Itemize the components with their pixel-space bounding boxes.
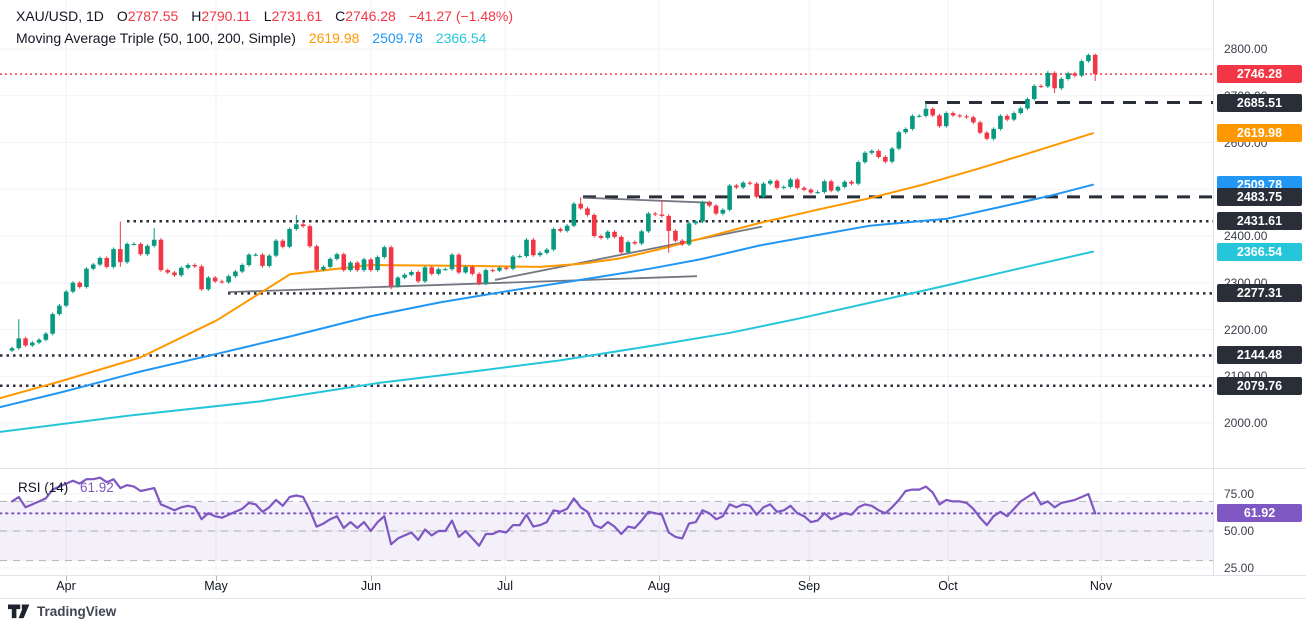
price-badge-2431.61: 2431.61 xyxy=(1217,212,1302,231)
rsi-indicator-title: RSI (14) xyxy=(18,480,69,495)
price-scale-label-2800.00: 2800.00 xyxy=(1224,42,1268,56)
time-axis-label-Nov: Nov xyxy=(1089,579,1113,593)
ma200-value: 2366.54 xyxy=(435,30,487,46)
time-axis-label-Aug: Aug xyxy=(647,579,671,593)
time-axis-label-May: May xyxy=(204,579,228,593)
change-value: −41.27 (−1.48%) xyxy=(408,8,514,24)
time-axis-tick-Jun xyxy=(371,576,372,581)
ma100-value: 2509.78 xyxy=(372,30,423,46)
price-badge-2685.51: 2685.51 xyxy=(1217,93,1302,112)
legend: XAU/USD, 1D O2787.55 H2790.11 L2731.61 C… xyxy=(16,5,513,49)
rsi-legend: RSI (14) 61.92 xyxy=(18,480,114,495)
trendline-1 xyxy=(227,275,698,293)
level-lines xyxy=(0,73,1213,387)
time-axis-tick-Jul xyxy=(505,576,506,581)
ma100-line xyxy=(0,183,1094,409)
tradingview-logo[interactable]: TradingView xyxy=(8,602,116,621)
rsi-badge: 61.92 xyxy=(1217,504,1302,523)
price-scale-label-2400.00: 2400.00 xyxy=(1224,229,1268,243)
rsi-line xyxy=(10,476,1097,547)
ma-indicator-title: Moving Average Triple (50, 100, 200, Sim… xyxy=(16,30,296,46)
time-axis-label-Sep: Sep xyxy=(797,579,821,593)
open-label: O xyxy=(116,8,128,24)
ma50-line xyxy=(0,132,1094,400)
trendline-3 xyxy=(582,196,713,204)
price-badge-2144.48: 2144.48 xyxy=(1217,346,1302,365)
rsi-scale-label-25.00: 25.00 xyxy=(1224,561,1255,575)
pane-separator[interactable] xyxy=(0,468,1306,469)
symbol-title: XAU/USD, 1D xyxy=(16,8,104,24)
open-value: 2787.55 xyxy=(127,8,179,24)
symbol-row: XAU/USD, 1D O2787.55 H2790.11 L2731.61 C… xyxy=(16,5,513,27)
price-badge-2277.31: 2277.31 xyxy=(1217,284,1302,303)
price-badge-2746.28: 2746.28 xyxy=(1217,65,1302,84)
candles-layer xyxy=(9,53,1098,353)
gridlines xyxy=(0,0,1213,575)
ma200-line xyxy=(0,250,1094,433)
time-axis[interactable]: Apr May Jun Jul Aug Sep Oct Nov xyxy=(0,575,1306,599)
price-scale-label-2200.00: 2200.00 xyxy=(1224,322,1268,337)
rsi-value: 61.92 xyxy=(80,480,114,495)
price-chart-canvas[interactable] xyxy=(0,0,1213,575)
time-axis-label-Jul: Jul xyxy=(497,579,513,593)
rsi-pane xyxy=(0,476,1213,562)
time-axis-tick-Oct xyxy=(948,576,949,581)
ma-indicator-row: Moving Average Triple (50, 100, 200, Sim… xyxy=(16,27,513,49)
price-badge-2366.54: 2366.54 xyxy=(1217,242,1302,261)
rsi-scale-label-50.00: 50.00 xyxy=(1224,524,1255,538)
price-badge-2619.98: 2619.98 xyxy=(1217,124,1302,143)
high-label: H xyxy=(191,8,202,24)
ma50-value: 2619.98 xyxy=(308,30,360,46)
tradingview-logo-icon xyxy=(8,604,30,619)
price-scale-label-2000.00: 2000.00 xyxy=(1224,416,1268,430)
low-value: 2731.61 xyxy=(271,8,323,24)
time-axis-label-Jun: Jun xyxy=(360,579,382,593)
price-badge-2483.75: 2483.75 xyxy=(1217,187,1302,206)
time-axis-tick-Nov xyxy=(1101,576,1102,581)
high-value: 2790.11 xyxy=(201,8,251,24)
time-axis-label-Oct: Oct xyxy=(938,579,958,593)
time-axis-tick-Sep xyxy=(809,576,810,581)
price-badge-2079.76: 2079.76 xyxy=(1217,376,1302,395)
close-value: 2746.28 xyxy=(345,8,396,24)
time-axis-tick-Aug xyxy=(659,576,660,581)
time-axis-label-Apr: Apr xyxy=(56,579,76,593)
low-label: L xyxy=(263,8,272,24)
close-label: C xyxy=(335,8,346,24)
time-axis-tick-Apr xyxy=(66,576,67,581)
price-axis[interactable]: 2800.002700.002600.002400.002300.002200.… xyxy=(1213,0,1306,575)
rsi-scale-label-75.00: 75.00 xyxy=(1224,487,1255,501)
time-axis-tick-May xyxy=(216,576,217,581)
tradingview-logo-text: TradingView xyxy=(37,604,117,619)
